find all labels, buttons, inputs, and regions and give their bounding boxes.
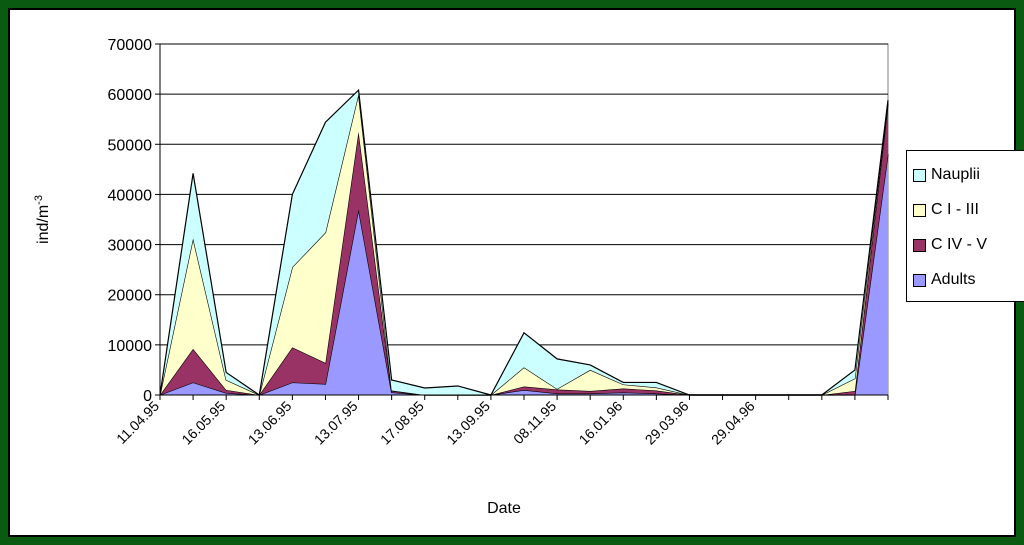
x-tick-label: 13.09.95 [443, 398, 493, 448]
legend-label: Nauplii [931, 166, 980, 183]
y-tick-label: 40000 [108, 187, 153, 204]
y-axis-title: ind/m-3 [33, 195, 52, 244]
area-c-i-iii [160, 94, 888, 395]
y-tick-label: 60000 [108, 87, 153, 104]
legend-item-c-i-iii: C I - III [913, 200, 979, 220]
legend: Nauplii C I - III C IV - V Adults [906, 150, 1024, 302]
x-tick-label: 29.04.96 [708, 398, 758, 448]
chart-frame: 0 10000 20000 30000 40000 50000 60000 70000 11.0… [8, 8, 1024, 537]
y-tick-label: 50000 [108, 137, 153, 154]
y-tick-label: 20000 [108, 288, 153, 305]
x-tick-label: 16.05.95 [178, 398, 228, 448]
x-tick-label: 29.03.96 [642, 398, 692, 448]
x-tick-label: 17.08.95 [377, 398, 427, 448]
legend-swatch-nauplii [913, 168, 926, 182]
area-adults [160, 154, 888, 395]
x-tick-label: 16.01.96 [576, 398, 626, 448]
x-tick-label: 13.07.95 [311, 398, 361, 448]
legend-label: C IV - V [931, 236, 988, 253]
legend-item-nauplii: Nauplii [913, 165, 980, 185]
y-tick-label: 30000 [108, 238, 153, 255]
legend-swatch-adults [913, 273, 926, 287]
y-tick-label: 70000 [108, 37, 153, 54]
x-tick-label: 08.11.95 [510, 398, 559, 447]
x-axis-title: Date [487, 500, 521, 517]
legend-item-c-iv-v: C IV - V [913, 235, 987, 255]
y-tick-label: 0 [143, 388, 152, 405]
legend-swatch-c-i-iii [913, 203, 926, 217]
stacked-area-chart: 0 10000 20000 30000 40000 50000 60000 70000 11.0… [33, 37, 889, 517]
x-tick-label: 11.04.95 [113, 398, 162, 447]
legend-swatch-c-iv-v [913, 238, 926, 252]
legend-item-adults: Adults [913, 270, 975, 290]
y-tick-label: 10000 [108, 338, 153, 355]
y-axis-title-unit: ind/m [35, 205, 52, 244]
legend-label: C I - III [931, 201, 979, 218]
x-tick-label: 13.06.95 [245, 398, 295, 448]
y-axis-title-exponent: -3 [33, 195, 45, 205]
legend-label: Adults [931, 271, 976, 288]
